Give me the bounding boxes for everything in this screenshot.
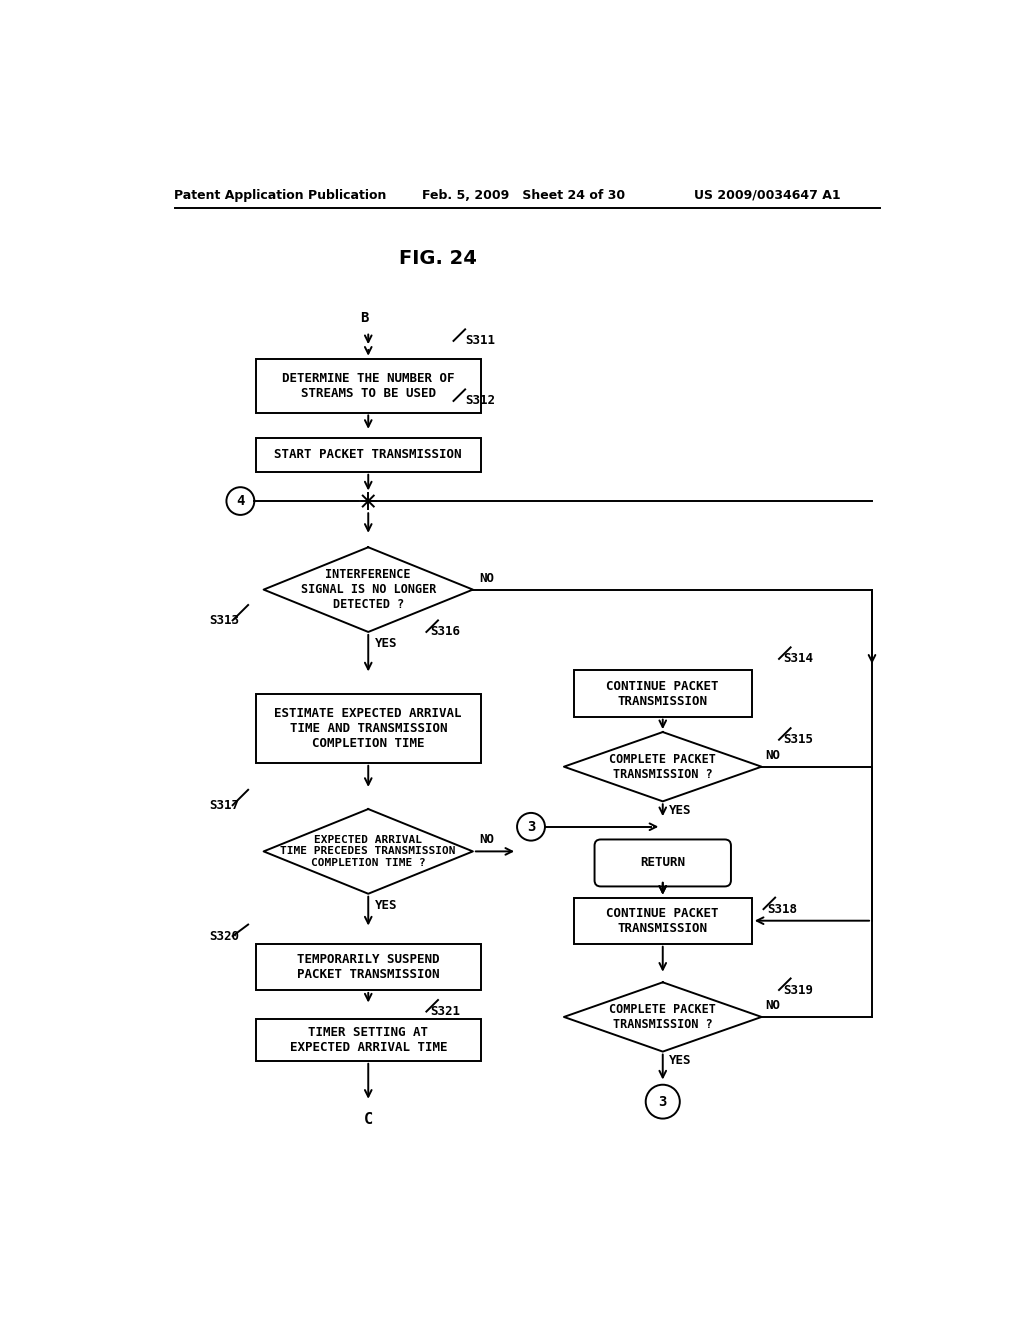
Text: S321: S321 [430, 1005, 460, 1018]
Bar [256, 944, 480, 990]
Text: B: B [360, 312, 369, 326]
Text: S318: S318 [767, 903, 798, 916]
Text: YES: YES [375, 638, 397, 649]
Text: S314: S314 [783, 652, 813, 665]
Text: YES: YES [669, 804, 691, 817]
Text: YES: YES [375, 899, 397, 912]
Text: S315: S315 [783, 733, 813, 746]
Text: 3: 3 [526, 820, 536, 834]
Text: NO: NO [765, 999, 780, 1012]
Text: S320: S320 [209, 929, 240, 942]
Text: COMPLETE PACKET
TRANSMISSION ?: COMPLETE PACKET TRANSMISSION ? [609, 1003, 716, 1031]
Bar [573, 671, 752, 717]
FancyBboxPatch shape [595, 840, 731, 887]
Text: START PACKET TRANSMISSION: START PACKET TRANSMISSION [274, 449, 462, 462]
Text: COMPLETE PACKET
TRANSMISSION ?: COMPLETE PACKET TRANSMISSION ? [609, 752, 716, 780]
Bar [256, 693, 480, 763]
Text: TEMPORARILY SUSPEND
PACKET TRANSMISSION: TEMPORARILY SUSPEND PACKET TRANSMISSION [297, 953, 439, 981]
Text: Feb. 5, 2009   Sheet 24 of 30: Feb. 5, 2009 Sheet 24 of 30 [423, 189, 626, 202]
Text: EXPECTED ARRIVAL
TIME PRECEDES TRANSMISSION
COMPLETION TIME ?: EXPECTED ARRIVAL TIME PRECEDES TRANSMISS… [281, 834, 456, 869]
Text: S311: S311 [465, 334, 496, 347]
Text: YES: YES [669, 1055, 691, 1068]
Text: ESTIMATE EXPECTED ARRIVAL
TIME AND TRANSMISSION
COMPLETION TIME: ESTIMATE EXPECTED ARRIVAL TIME AND TRANS… [274, 706, 462, 750]
Text: CONTINUE PACKET
TRANSMISSION: CONTINUE PACKET TRANSMISSION [606, 907, 719, 935]
Text: NO: NO [765, 748, 780, 762]
Text: FIG. 24: FIG. 24 [399, 249, 477, 268]
Text: 4: 4 [237, 494, 245, 508]
Text: NO: NO [479, 572, 494, 585]
Text: S317: S317 [209, 799, 240, 812]
Bar [573, 898, 752, 944]
Text: CONTINUE PACKET
TRANSMISSION: CONTINUE PACKET TRANSMISSION [606, 680, 719, 708]
Bar [256, 437, 480, 473]
Text: C: C [364, 1111, 373, 1127]
Text: S319: S319 [783, 983, 813, 997]
Text: DETERMINE THE NUMBER OF
STREAMS TO BE USED: DETERMINE THE NUMBER OF STREAMS TO BE US… [282, 371, 455, 400]
Text: RETURN: RETURN [640, 857, 685, 870]
Text: Patent Application Publication: Patent Application Publication [174, 189, 387, 202]
Text: S316: S316 [430, 626, 460, 639]
Text: S313: S313 [209, 614, 240, 627]
Text: S312: S312 [465, 395, 496, 408]
Text: 3: 3 [658, 1094, 667, 1109]
Text: US 2009/0034647 A1: US 2009/0034647 A1 [693, 189, 841, 202]
Text: NO: NO [479, 833, 494, 846]
Bar [256, 359, 480, 413]
Text: INTERFERENCE
SIGNAL IS NO LONGER
DETECTED ?: INTERFERENCE SIGNAL IS NO LONGER DETECTE… [301, 568, 436, 611]
Bar [256, 1019, 480, 1061]
Text: TIMER SETTING AT
EXPECTED ARRIVAL TIME: TIMER SETTING AT EXPECTED ARRIVAL TIME [290, 1026, 447, 1055]
